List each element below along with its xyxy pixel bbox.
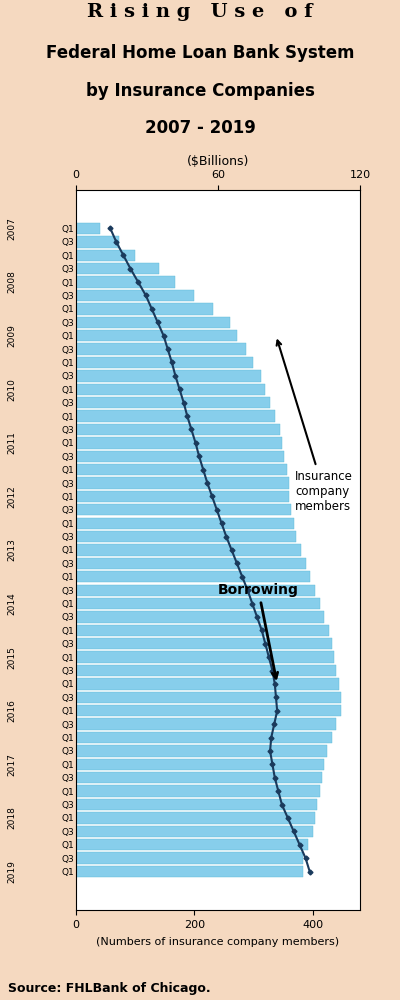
Bar bbox=[76, 451, 284, 462]
Bar bbox=[76, 678, 339, 690]
Bar bbox=[76, 276, 175, 288]
X-axis label: ($Billions): ($Billions) bbox=[187, 155, 249, 168]
Bar bbox=[76, 812, 315, 824]
Text: R i s i n g   U s e   o f: R i s i n g U s e o f bbox=[87, 3, 313, 21]
Bar bbox=[76, 571, 310, 582]
Bar bbox=[76, 303, 213, 315]
Bar bbox=[76, 410, 275, 422]
Text: 2015: 2015 bbox=[7, 646, 16, 669]
Text: Source: FHLBank of Chicago.: Source: FHLBank of Chicago. bbox=[8, 982, 211, 995]
Bar bbox=[76, 839, 308, 850]
Text: 2007 - 2019: 2007 - 2019 bbox=[144, 119, 256, 137]
Text: Insurance
company
members: Insurance company members bbox=[277, 340, 353, 513]
Bar bbox=[76, 250, 135, 261]
Bar bbox=[76, 866, 303, 877]
Text: 2012: 2012 bbox=[7, 485, 16, 508]
Bar bbox=[76, 437, 282, 449]
Bar bbox=[76, 544, 301, 556]
Text: 2009: 2009 bbox=[7, 324, 16, 347]
Bar bbox=[76, 651, 334, 663]
Bar bbox=[76, 317, 230, 328]
Bar bbox=[76, 424, 280, 435]
Bar bbox=[76, 705, 341, 716]
Bar bbox=[76, 518, 294, 529]
Bar bbox=[76, 357, 254, 368]
Bar bbox=[76, 370, 261, 382]
Bar bbox=[76, 330, 237, 341]
Bar bbox=[76, 665, 336, 676]
Bar bbox=[76, 799, 318, 810]
Text: 2008: 2008 bbox=[7, 271, 16, 293]
Bar bbox=[76, 772, 322, 783]
Bar bbox=[76, 585, 315, 596]
Bar bbox=[76, 477, 289, 489]
Bar bbox=[76, 384, 265, 395]
Bar bbox=[76, 290, 194, 301]
Bar bbox=[76, 826, 313, 837]
Bar bbox=[76, 464, 287, 475]
Bar bbox=[76, 531, 296, 542]
X-axis label: (Numbers of insurance company members): (Numbers of insurance company members) bbox=[96, 937, 340, 947]
Text: 2007: 2007 bbox=[7, 217, 16, 240]
Bar bbox=[76, 625, 329, 636]
Bar bbox=[76, 263, 159, 274]
Bar bbox=[76, 236, 118, 248]
Text: 2018: 2018 bbox=[7, 807, 16, 829]
Bar bbox=[76, 343, 246, 355]
Bar bbox=[76, 638, 332, 649]
Bar bbox=[76, 223, 100, 234]
Bar bbox=[76, 598, 320, 609]
Bar bbox=[76, 504, 291, 515]
Text: Federal Home Loan Bank System: Federal Home Loan Bank System bbox=[46, 44, 354, 62]
Bar bbox=[76, 785, 320, 797]
Text: 2013: 2013 bbox=[7, 539, 16, 561]
Bar bbox=[76, 558, 306, 569]
Text: 2014: 2014 bbox=[7, 592, 16, 615]
Text: 2011: 2011 bbox=[7, 431, 16, 454]
Bar bbox=[76, 611, 324, 623]
Bar bbox=[76, 732, 332, 743]
Text: 2010: 2010 bbox=[7, 378, 16, 401]
Text: 2017: 2017 bbox=[7, 753, 16, 776]
Text: Borrowing: Borrowing bbox=[218, 583, 299, 678]
Text: 2016: 2016 bbox=[7, 699, 16, 722]
Bar bbox=[76, 745, 327, 757]
Bar bbox=[76, 852, 303, 864]
Text: by Insurance Companies: by Insurance Companies bbox=[86, 82, 314, 100]
Bar bbox=[76, 759, 324, 770]
Bar bbox=[76, 397, 270, 408]
Bar bbox=[76, 718, 336, 730]
Bar bbox=[76, 692, 341, 703]
Text: 2019: 2019 bbox=[7, 860, 16, 883]
Bar bbox=[76, 491, 289, 502]
